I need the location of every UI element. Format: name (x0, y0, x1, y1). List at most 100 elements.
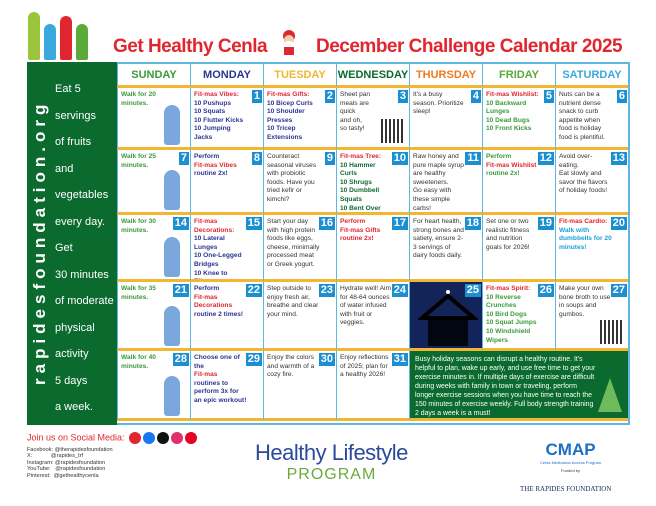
weekday-saturday: SATURDAY (555, 64, 628, 86)
cell-text: Step outside to enjoy fresh air, breathe… (267, 285, 319, 318)
cell-text: Walk for 30 minutes. (121, 218, 156, 234)
day-cell[interactable]: 27 Make your own bone broth to use in sou… (555, 282, 628, 351)
calendar: SUNDAY MONDAY TUESDAY WEDNESDAY THURSDAY FRID… (117, 62, 630, 425)
cmap-title: CMAP (545, 440, 596, 459)
cell-text: Avoid over-eating. (559, 153, 593, 169)
day-cell[interactable]: 29 Choose one of the Fit-mas routines to pe… (190, 351, 263, 421)
sidebar-tip-line: Get (55, 242, 73, 254)
cell-text: 10 Dumbbell Squats (340, 187, 380, 203)
youtube-icon[interactable] (129, 432, 142, 444)
program-line2: PROGRAM (286, 466, 377, 483)
day-cell[interactable]: 20 Fit-mas Cardio: Walk with dumbbells for… (555, 215, 628, 282)
day-number: 31 (391, 353, 408, 366)
day-cell[interactable]: 19 Set one or two realistic fitness and n… (482, 215, 555, 282)
cell-text: 10 Tricep Extensions (267, 125, 303, 141)
day-cell[interactable]: 24 Hydrate well! Aim for 48-64 ounces of … (336, 282, 409, 351)
sidebar-tip-line: activity (55, 348, 89, 360)
cell-text: For heart health, strong bones and satie… (413, 218, 464, 260)
day-cell[interactable]: 6 Nuts can be a nutrient dense snack to c… (555, 88, 628, 150)
day-cell[interactable]: 2 Fit-mas Gifts: 10 Bicep Curls 10 Shoulder… (263, 88, 336, 150)
day-cell[interactable]: 12 Perform Fit-mas Wishlist routine 2x! (482, 150, 555, 215)
day-number: 19 (537, 217, 554, 230)
day-cell[interactable]: 31 Enjoy reflections of 2025; plan for a … (336, 351, 409, 421)
instagram-icon[interactable] (171, 432, 184, 444)
day-cell[interactable]: 8 Perform Fit-mas Vibes routine 2x! (190, 150, 263, 215)
day-cell[interactable]: 3 Sheet pan meals are quick and oh, so tasty! (336, 88, 409, 150)
funded-by: Funded by (561, 468, 581, 473)
cell-text: 10 Shrugs (340, 178, 372, 186)
x-icon[interactable] (157, 432, 170, 444)
day-cell[interactable]: 7 Walk for 25 minutes. (117, 150, 190, 215)
sidebar-tip-line: Eat 5 (55, 83, 81, 95)
sidebar-tip-line: a week. (55, 401, 93, 413)
day-cell[interactable]: 28 Walk for 40 minutes. (117, 351, 190, 421)
day-cell[interactable]: 22 Perform Fit-mas Decorations routine 2 ti… (190, 282, 263, 351)
cell-text: Raw honey and pure maple syrup are healt… (413, 153, 464, 186)
day-cell[interactable]: Walk for 20 minutes. (117, 88, 190, 150)
sidebar-url: rapidesfoundation.org (30, 99, 49, 385)
day-cell[interactable]: 18 For heart health, strong bones and sat… (409, 215, 482, 282)
social-handle: Facebook: @therapidesfoundation (27, 447, 113, 453)
day-cell[interactable]: 10 Fit-mas Tree: 10 Hammer Curls 10 Shrugs 1… (336, 150, 409, 215)
cell-text: Fit-mas (194, 371, 218, 379)
cell-text: meals are (340, 99, 369, 107)
cell-text: Fit-mas Vibes: (194, 91, 239, 98)
rapides-foundation-logo: THE RAPIDES FOUNDATION (520, 485, 612, 493)
cell-text: 10 Bicep Curls (267, 99, 313, 107)
cell-text: 10 Windshield Wipers (486, 327, 531, 344)
walker-icon (164, 376, 180, 416)
cell-text: Fit-mas Wishlist: (486, 91, 539, 98)
cell-text: Hydrate well! Aim for 48-64 ounces of wa… (340, 285, 391, 327)
day-cell[interactable]: 16 Start your day with high protein foods… (263, 215, 336, 282)
sidebar-tips: Eat 5 servings of fruits and vegetables every… (55, 76, 117, 421)
sidebar-tip-line: physical (55, 321, 95, 334)
cell-text: Perform (194, 285, 220, 292)
day-number: 30 (318, 353, 335, 366)
cell-text: Eat slowly and savor the flavors of holi… (559, 170, 608, 195)
cell-text: routine 2x! (340, 235, 374, 243)
cell-text: 10 Squats (194, 108, 226, 116)
day-number: 21 (172, 284, 189, 297)
day-cell[interactable]: 23 Step outside to enjoy fresh air, breat… (263, 282, 336, 351)
day-cell[interactable]: 26 Fit-mas Spirit: 10 Reverse Crunches 10 B… (482, 282, 555, 351)
cell-text: 10 Dead Bugs (486, 116, 530, 124)
day-cell[interactable]: 9 Counteract seasonal viruses with probio… (263, 150, 336, 215)
facebook-icon[interactable] (143, 432, 156, 444)
day-number: 18 (464, 217, 481, 230)
calendar-grid: Walk for 20 minutes. 1 Fit-mas Vibes: 10 Pu… (117, 88, 628, 421)
sidebar-tip-line: every day. (55, 215, 105, 228)
walker-icon (164, 237, 180, 277)
day-cell[interactable]: 17 Perform Fit-mas Gifts routine 2x! (336, 215, 409, 282)
day-number: 8 (251, 152, 262, 165)
day-cell[interactable]: 4 It's a busy season. Prioritize sleep! (409, 88, 482, 150)
day-cell[interactable]: 5 Fit-mas Wishlist: 10 Backward Lunges 10 D… (482, 88, 555, 150)
cell-text: and oh, (340, 116, 362, 124)
cell-text: 10 Flutter Kicks (194, 116, 244, 124)
pinterest-icon[interactable] (185, 432, 198, 444)
cell-text: Fit-mas Tree: (340, 153, 382, 160)
cell-text: routines to perform 3x for an epic worko… (194, 379, 247, 404)
cmap-subtitle: Cenla Medication Access Program (540, 460, 602, 465)
cell-text: 10 Bird Dogs (486, 310, 527, 318)
cell-text: 10 Bent Over Rows (340, 204, 381, 212)
day-number: 7 (178, 152, 189, 165)
day-cell[interactable]: 25 (409, 282, 482, 351)
sidebar-tip-line: 5 days (55, 374, 88, 387)
cell-text: Sheet pan (340, 91, 371, 98)
day-number: 24 (391, 284, 408, 297)
cell-text: routine 2x! (486, 170, 520, 178)
cell-text: Walk for 35 minutes. (121, 285, 156, 301)
day-cell[interactable]: 30 Enjoy the colors and warmth of a cozy … (263, 351, 336, 421)
cell-text: routine 2x! (194, 170, 228, 178)
day-cell[interactable]: 14 Walk for 30 minutes. (117, 215, 190, 282)
day-cell[interactable]: 11 Raw honey and pure maple syrup are hea… (409, 150, 482, 215)
qr-code-icon (381, 119, 405, 143)
day-cell[interactable]: 13 Avoid over-eating. Eat slowly and savor… (555, 150, 628, 215)
day-cell[interactable]: 15 Fit-mas Decorations: 10 Lateral Lunges 1… (190, 215, 263, 282)
day-number: 9 (324, 152, 335, 165)
cell-text: 10 Front Kicks (486, 125, 532, 133)
day-cell[interactable]: 1 Fit-mas Vibes: 10 Pushups 10 Squats 10 Flu… (190, 88, 263, 150)
cell-text: 10 Squat Jumps (486, 319, 537, 327)
day-cell[interactable]: 21 Walk for 35 minutes. (117, 282, 190, 351)
cell-text: so tasty! (340, 125, 365, 133)
